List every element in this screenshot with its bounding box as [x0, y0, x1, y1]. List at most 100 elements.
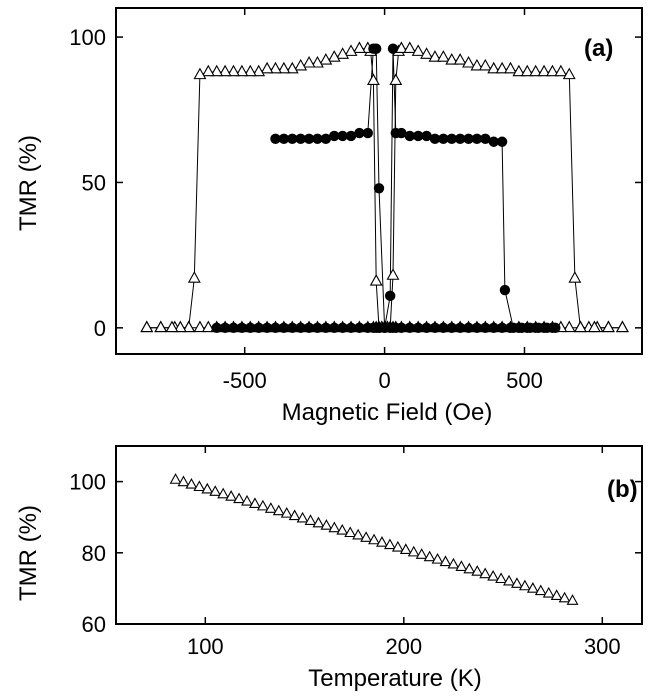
- panel-a-series-1-point: [270, 133, 281, 145]
- panel-a-series-1-point: [496, 136, 508, 147]
- panel-a-x-tick-label: 0: [378, 368, 390, 393]
- panel-a-series-1-point: [287, 322, 298, 334]
- panel-b-point: [193, 480, 206, 492]
- panel-a-series-1-point: [404, 322, 415, 334]
- panel-b-point: [209, 485, 222, 496]
- panel-a-series-1-point: [412, 130, 424, 142]
- panel-a-series-1-point: [471, 133, 483, 145]
- panel-a-y-axis-label: TMR (%): [15, 135, 42, 231]
- panel-b-point: [415, 548, 428, 559]
- panel-a-series-0-point: [187, 271, 201, 283]
- panel-b-label: (b): [607, 476, 638, 503]
- panel-a-series-1-point: [421, 322, 432, 334]
- panel-a-series-1-point: [379, 322, 390, 334]
- panel-a-series-0-point: [218, 64, 232, 77]
- panel-a-series-1-point: [463, 322, 474, 334]
- panel-a-series-0-point: [319, 53, 333, 65]
- panel-b-point: [423, 550, 436, 562]
- panel-a-series-1-point: [278, 322, 290, 334]
- panel-b-frame: [115, 445, 643, 625]
- panel-b-point: [518, 579, 531, 591]
- panel-a-series-1-point: [373, 183, 385, 194]
- panel-a-series-1-point: [303, 322, 315, 334]
- panel-b-point: [391, 540, 404, 552]
- panel-a-series-0-point: [154, 320, 168, 333]
- panel-b-point: [534, 584, 547, 596]
- panel-a-series-0-point: [201, 64, 215, 77]
- panel-a-series-0-point: [537, 64, 551, 77]
- panel-a-series-1-point: [438, 322, 449, 334]
- panel-a-series-1-point: [499, 284, 511, 296]
- panel-a-label: (a): [584, 35, 613, 62]
- panel-b-point: [241, 494, 253, 506]
- panel-a-series-1-point: [337, 322, 348, 334]
- panel-b-point: [383, 538, 396, 550]
- panel-b: 100 200 300 60 80 100 (b) Temperature (K) TMR…: [15, 445, 643, 692]
- panel-a-x-tick-label: 500: [506, 368, 543, 393]
- panel-b-point: [431, 552, 444, 564]
- panel-a-series-0-point: [352, 41, 366, 54]
- panel-a-frame: [115, 7, 643, 355]
- panel-a-series-0-point: [366, 73, 380, 86]
- panel-a-series-1-point: [329, 322, 340, 334]
- panel-a-series-0-sweep-1-line: [146, 48, 623, 329]
- panel-a-series-1-point: [446, 133, 457, 145]
- panel-a-series-1-point: [547, 322, 558, 334]
- panel-b-y-tick-label: 80: [82, 541, 106, 566]
- panel-b-point: [550, 589, 563, 600]
- panel-b-point: [304, 514, 317, 525]
- panel-a-series-0-point: [470, 58, 484, 71]
- panel-b-y-axis-label: TMR (%): [15, 505, 42, 601]
- panel-b-point: [288, 509, 301, 521]
- panel-a-series-0-point: [173, 320, 187, 333]
- panel-a-series-1-point: [421, 130, 432, 142]
- panel-b-axes: 100 200 300 60 80 100: [69, 445, 643, 659]
- panel-b-point: [511, 577, 523, 588]
- panel-a-series-0-point: [210, 64, 224, 77]
- panel-a-series-0-point: [243, 64, 257, 77]
- panel-a-series-0-point: [512, 64, 526, 77]
- panel-a: -500 0 500 0 50 100 (a) Magnetic Field (Oe) T…: [15, 7, 643, 426]
- panel-b-y-tick-label: 100: [69, 470, 106, 495]
- panel-a-axes: -500 0 500 0 50 100: [69, 7, 643, 393]
- panel-a-series-0-point: [269, 61, 282, 74]
- panel-a-series-1-point: [253, 322, 264, 334]
- panel-b-x-tick-label: 100: [187, 634, 224, 659]
- panel-a-series-0-point: [302, 55, 316, 68]
- panel-a-series-0-point: [520, 64, 534, 77]
- panel-a-series-0-point: [546, 64, 559, 77]
- panel-a-series-1-point: [505, 322, 516, 334]
- panel-a-series-1-point: [496, 322, 508, 334]
- panel-b-point: [495, 572, 508, 584]
- panel-b-point: [344, 526, 357, 538]
- panel-a-series-1-point: [429, 133, 441, 145]
- panel-a-series-0-point: [227, 64, 240, 77]
- panel-a-x-tick-label: -500: [223, 368, 267, 393]
- panel-a-series-1-point: [480, 322, 491, 334]
- panel-b-x-tick-label: 300: [584, 634, 621, 659]
- panel-b-point: [566, 594, 579, 605]
- panel-b-point: [376, 536, 388, 547]
- panel-a-series-1-point: [211, 322, 222, 334]
- panel-a-series-0-point: [420, 47, 433, 59]
- panel-a-series-1-point: [454, 322, 466, 334]
- panel-a-series-1-point: [463, 133, 474, 145]
- panel-a-series-0-point: [311, 55, 324, 68]
- panel-a-series-1-point: [270, 322, 281, 334]
- panel-b-point: [233, 492, 245, 504]
- panel-b-x-tick-label: 200: [385, 634, 422, 659]
- panel-a-series-1-point: [384, 290, 396, 302]
- panel-b-point: [336, 523, 349, 535]
- panel-a-series-0-point: [562, 67, 576, 80]
- panel-a-y-tick-label: 0: [94, 316, 106, 341]
- panel-a-series-0-point: [554, 64, 568, 77]
- panel-a-series-1-point: [429, 322, 441, 334]
- panel-b-point: [328, 521, 341, 533]
- panel-a-series-1-point: [312, 322, 323, 334]
- panel-a-series-0-point: [529, 64, 543, 77]
- panel-a-series-0-point: [260, 61, 274, 74]
- panel-a-series-0-point: [601, 320, 615, 333]
- panel-b-point: [479, 567, 492, 579]
- panel-a-series-1-point: [513, 322, 525, 334]
